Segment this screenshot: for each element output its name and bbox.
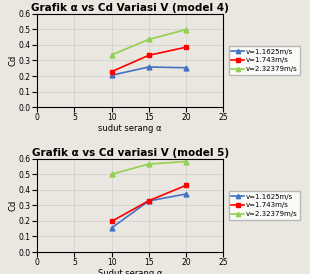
v=2.32379m/s [110, 173, 113, 176]
v=2.32379m/s [147, 162, 151, 166]
Line: v=1.1625m/s: v=1.1625m/s [109, 65, 188, 78]
v=1.743m/s [147, 54, 151, 57]
v=1.743m/s [184, 184, 188, 187]
X-axis label: sudut serang α: sudut serang α [99, 124, 162, 133]
v=2.32379m/s [184, 28, 188, 31]
Line: v=2.32379m/s: v=2.32379m/s [109, 159, 188, 177]
Line: v=1.1625m/s: v=1.1625m/s [109, 192, 188, 230]
Line: v=1.743m/s: v=1.743m/s [109, 45, 188, 74]
v=2.32379m/s [147, 38, 151, 41]
Y-axis label: Cd: Cd [8, 55, 17, 66]
v=1.1625m/s [147, 65, 151, 68]
Title: Grafik α vs Cd Variasi V (model 4): Grafik α vs Cd Variasi V (model 4) [31, 3, 229, 13]
Y-axis label: Cd: Cd [8, 200, 17, 211]
Legend: v=1.1625m/s, v=1.743m/s, v=2.32379m/s: v=1.1625m/s, v=1.743m/s, v=2.32379m/s [228, 191, 300, 220]
Title: Grafik α vs Cd variasi V (model 5): Grafik α vs Cd variasi V (model 5) [32, 148, 229, 158]
Line: v=1.743m/s: v=1.743m/s [109, 183, 188, 224]
X-axis label: Sudut serang α: Sudut serang α [98, 269, 162, 274]
v=1.1625m/s [184, 192, 188, 196]
v=1.743m/s [110, 220, 113, 223]
v=2.32379m/s [184, 160, 188, 163]
v=1.1625m/s [184, 66, 188, 69]
v=2.32379m/s [110, 53, 113, 57]
v=1.743m/s [110, 70, 113, 73]
v=1.1625m/s [110, 226, 113, 230]
v=1.1625m/s [147, 199, 151, 202]
Line: v=2.32379m/s: v=2.32379m/s [109, 27, 188, 58]
v=1.1625m/s [110, 74, 113, 77]
v=1.743m/s [184, 45, 188, 49]
v=1.743m/s [147, 199, 151, 202]
Legend: v=1.1625m/s, v=1.743m/s, v=2.32379m/s: v=1.1625m/s, v=1.743m/s, v=2.32379m/s [228, 46, 300, 75]
